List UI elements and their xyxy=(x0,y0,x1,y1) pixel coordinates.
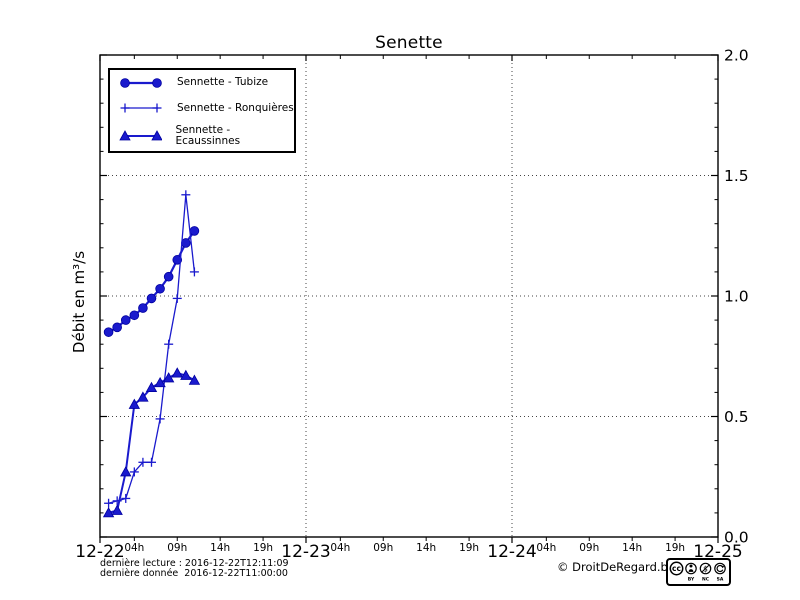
y-tick-label: 0.0 xyxy=(724,529,749,547)
data-point-circle xyxy=(112,322,122,333)
legend-marker-triangle-icon xyxy=(119,129,163,141)
data-point-circle xyxy=(138,303,148,313)
x-day-label: 12-22 xyxy=(75,542,124,562)
x-hour-label: 04h xyxy=(330,542,350,554)
y-tick-label: 2.0 xyxy=(724,47,749,65)
data-point-circle xyxy=(103,327,114,337)
x-hour-label: 04h xyxy=(536,542,556,554)
x-day-label: 12-25 xyxy=(693,542,742,562)
license-label: NC xyxy=(702,577,710,583)
x-hour-label: 14h xyxy=(416,542,436,554)
data-point-triangle xyxy=(128,398,141,409)
license-icon xyxy=(685,562,697,575)
data-point-triangle xyxy=(120,466,132,477)
data-point-circle xyxy=(146,293,157,304)
data-point-triangle xyxy=(151,129,163,141)
license-icon xyxy=(714,562,726,575)
last-data-text: dernière donnée 2016-12-22T11:00:00 xyxy=(100,568,288,579)
data-point-triangle xyxy=(188,374,201,385)
data-point-circle xyxy=(163,271,174,282)
legend: Sennette - Tubize Sennette - Ronquières … xyxy=(108,68,296,153)
data-point-triangle xyxy=(137,391,149,402)
data-point-triangle xyxy=(119,129,131,141)
data-point-triangle xyxy=(111,504,123,515)
copyright-text: © DroitDeRegard.be xyxy=(557,560,675,574)
x-hour-label: 19h xyxy=(665,542,685,554)
legend-marker-circle-icon xyxy=(120,77,162,88)
legend-item-tubize: Sennette - Tubize xyxy=(110,75,294,91)
license-icon xyxy=(699,562,712,575)
license-label: SA xyxy=(717,577,724,583)
x-hour-label: 09h xyxy=(373,542,393,554)
cc-icon-text: cc xyxy=(672,564,681,573)
person-icon xyxy=(689,564,693,568)
legend-label: Sennette - Ronquières xyxy=(177,101,294,114)
data-point-triangle xyxy=(171,367,183,378)
y-tick-label: 1.0 xyxy=(724,288,749,306)
x-hour-label: 09h xyxy=(167,542,187,554)
legend-label: Sennette - Tubize xyxy=(177,76,269,89)
data-point-triangle xyxy=(102,507,115,518)
x-hour-label: 04h xyxy=(124,542,144,554)
data-point-circle xyxy=(129,310,140,321)
x-hour-label: 14h xyxy=(210,542,230,554)
y-tick-label: 0.5 xyxy=(724,408,749,426)
x-hour-label: 14h xyxy=(622,542,642,554)
data-point-circle xyxy=(152,77,162,88)
data-point-triangle xyxy=(162,372,175,383)
license-label: BY xyxy=(688,577,695,583)
y-tick-label: 1.5 xyxy=(724,167,749,185)
data-point-circle xyxy=(120,315,131,325)
legend-item-ronquieres: Sennette - Ronquières xyxy=(110,100,294,116)
data-point-circle xyxy=(189,226,200,236)
person-icon xyxy=(688,569,694,572)
legend-item-ecaussinnes: Sennette - Ecaussinnes xyxy=(110,125,294,146)
x-hour-label: 19h xyxy=(459,542,479,554)
data-point-circle xyxy=(181,238,191,248)
no-dollar-icon xyxy=(701,564,710,573)
x-hour-label: 09h xyxy=(579,542,599,554)
x-day-label: 12-23 xyxy=(281,542,330,562)
data-point-circle xyxy=(155,283,165,294)
cc-icon xyxy=(669,561,684,576)
page-title: Senette xyxy=(375,33,443,53)
share-alike-arrow-icon xyxy=(716,564,724,573)
legend-label: Sennette - Ecaussinnes xyxy=(175,124,241,147)
x-day-label: 12-24 xyxy=(487,542,536,562)
share-alike-arrow-icon xyxy=(721,565,725,569)
series-line-1 xyxy=(108,194,196,504)
x-hour-label: 19h xyxy=(253,542,273,554)
last-reading-text: dernière lecture : 2016-12-22T12:11:09 xyxy=(100,558,289,569)
series-line-2 xyxy=(108,372,195,514)
data-point-triangle xyxy=(154,376,166,388)
data-point-triangle xyxy=(180,369,192,380)
legend-marker-plus-icon xyxy=(120,103,162,113)
data-point-triangle xyxy=(145,381,158,392)
data-point-circle xyxy=(172,255,183,265)
data-point-circle xyxy=(120,77,130,88)
